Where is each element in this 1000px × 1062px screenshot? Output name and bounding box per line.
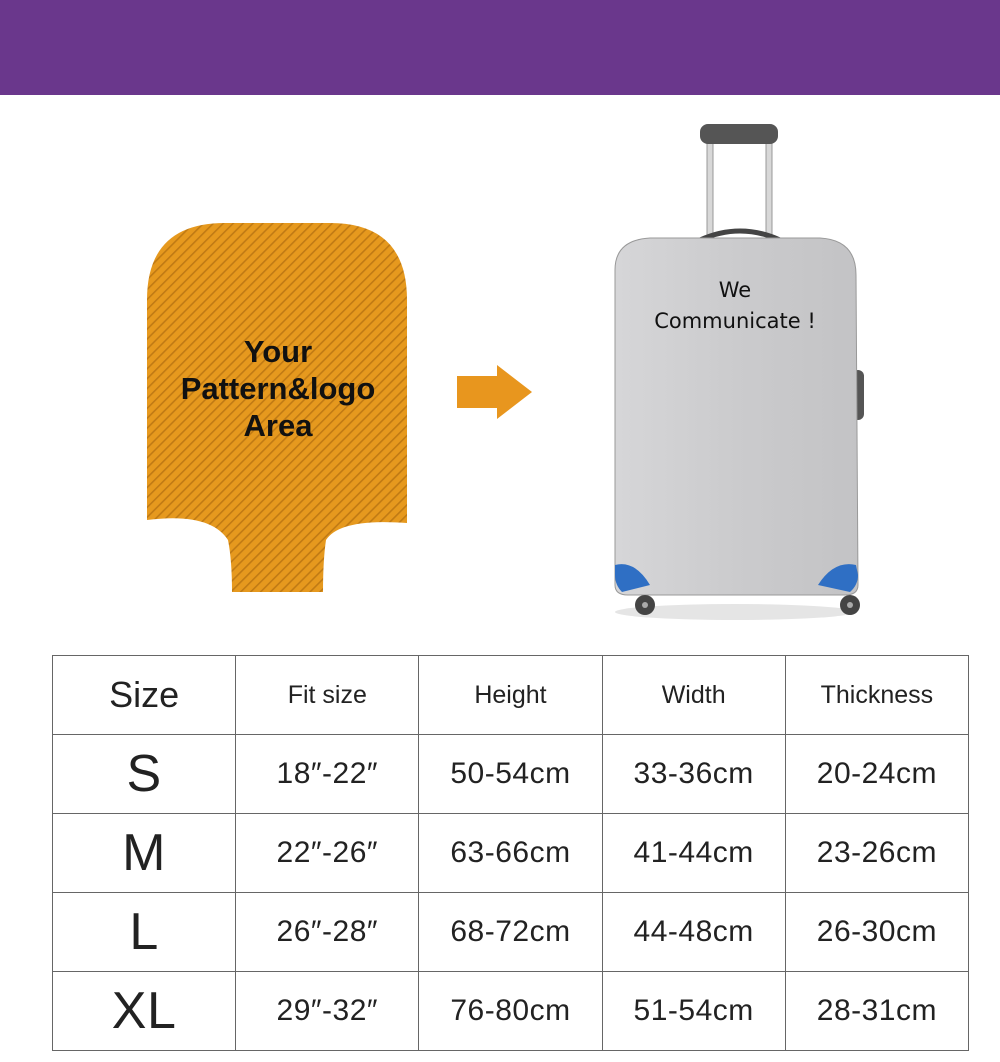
arrow-right-icon: [457, 365, 532, 419]
cell-size: S: [51, 734, 237, 814]
cell-fit-size: 29″-32″: [235, 971, 420, 1051]
suitcase-illustration: [614, 124, 864, 620]
cell-height: 63-66cm: [418, 813, 603, 893]
cell-size: M: [51, 813, 237, 893]
table-header-row: Size Fit size Height Width Thickness: [51, 655, 970, 735]
cell-thickness: 20-24cm: [784, 734, 970, 814]
pattern-area-label: Your Pattern&logo Area: [147, 333, 409, 444]
cell-height: 50-54cm: [418, 734, 603, 814]
top-banner: [0, 0, 1000, 95]
cell-size: L: [51, 892, 237, 972]
pattern-label-line: Area: [243, 408, 313, 443]
table-row: XL 29″-32″ 76-80cm 51-54cm 28-31cm: [51, 971, 970, 1051]
cell-width: 41-44cm: [601, 813, 786, 893]
cell-thickness: 26-30cm: [784, 892, 970, 972]
cell-fit-size: 18″-22″: [235, 734, 420, 814]
pattern-label-line: Your: [243, 334, 313, 369]
table-row: L 26″-28″ 68-72cm 44-48cm 26-30cm: [51, 892, 970, 972]
cell-thickness: 28-31cm: [784, 971, 970, 1051]
size-table: Size Fit size Height Width Thickness S 1…: [51, 655, 970, 1051]
suitcase-text-line: We: [718, 278, 752, 302]
header-size: Size: [51, 655, 237, 735]
cell-width: 33-36cm: [601, 734, 786, 814]
product-graphic: [147, 124, 864, 620]
cell-fit-size: 26″-28″: [235, 892, 420, 972]
cell-fit-size: 22″-26″: [235, 813, 420, 893]
header-width: Width: [601, 655, 786, 735]
pattern-logo-area-shape: [147, 223, 407, 592]
header-fit-size: Fit size: [235, 655, 420, 735]
cell-thickness: 23-26cm: [784, 813, 970, 893]
pattern-label-line: Pattern&logo: [180, 371, 376, 406]
table-row: S 18″-22″ 50-54cm 33-36cm 20-24cm: [51, 734, 970, 814]
cell-size: XL: [51, 971, 237, 1051]
header-height: Height: [418, 655, 603, 735]
suitcase-text: We Communicate !: [620, 275, 850, 337]
cell-height: 76-80cm: [418, 971, 603, 1051]
table-row: M 22″-26″ 63-66cm 41-44cm 23-26cm: [51, 813, 970, 893]
cell-height: 68-72cm: [418, 892, 603, 972]
cell-width: 44-48cm: [601, 892, 786, 972]
header-thickness: Thickness: [784, 655, 970, 735]
suitcase-text-line: Communicate !: [654, 309, 816, 333]
cell-width: 51-54cm: [601, 971, 786, 1051]
